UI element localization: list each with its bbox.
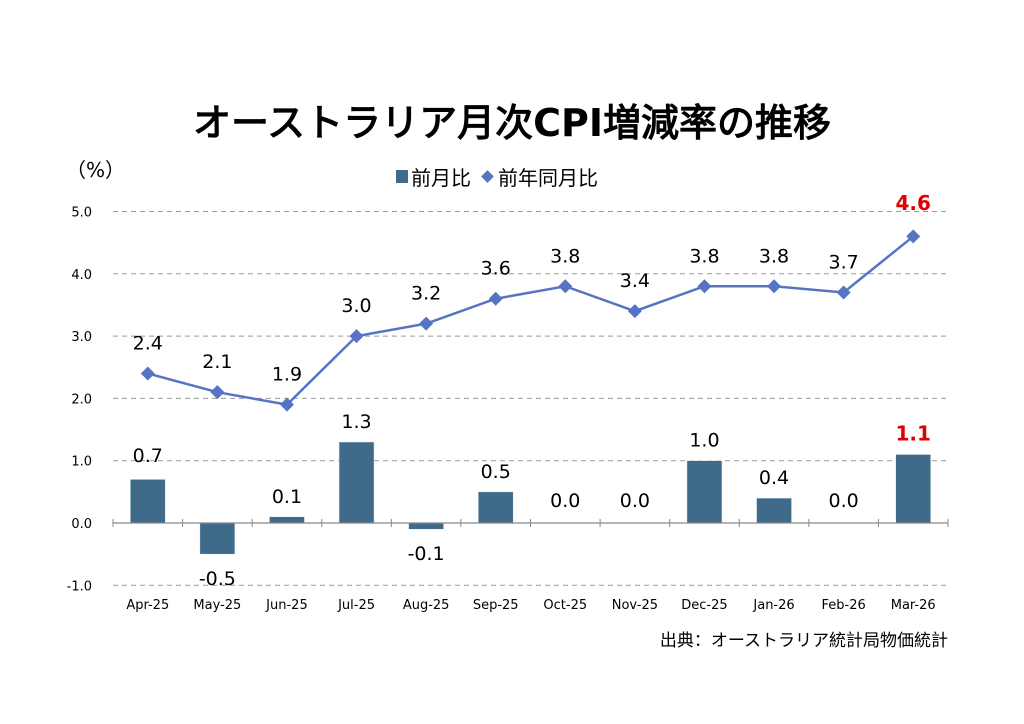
bar-data-label: 0.7	[133, 445, 163, 467]
yoy-marker	[767, 279, 782, 294]
x-tick-label: Sep-25	[473, 598, 519, 613]
yoy-marker	[836, 285, 851, 300]
x-tick-label: Nov-25	[612, 598, 658, 613]
yoy-line	[147, 235, 914, 406]
bar-data-label: 1.0	[689, 430, 719, 452]
yoy-marker	[697, 279, 712, 294]
line-data-label: 3.0	[341, 295, 371, 317]
line-data-label: 3.8	[550, 245, 580, 267]
line-data-label: 1.9	[272, 364, 302, 386]
bar-data-label: 1.1	[895, 421, 930, 445]
x-tick-label: Apr-25	[126, 598, 169, 613]
bar-data-label: 0.4	[759, 467, 789, 489]
bar	[477, 491, 514, 524]
bar-data-label: 0.0	[829, 490, 859, 512]
bar-data-label: 0.0	[550, 490, 580, 512]
yoy-marker	[140, 366, 155, 381]
x-tick-label: May-25	[193, 598, 241, 613]
bar	[686, 460, 723, 524]
yoy-marker	[210, 385, 225, 400]
x-tick-label: Aug-25	[403, 598, 450, 613]
yoy-marker	[558, 279, 573, 294]
bar-data-label: 0.1	[272, 486, 302, 508]
source-note: 出典：オーストラリア統計局物価統計	[659, 631, 948, 651]
y-tick-label: 1.0	[71, 455, 92, 470]
x-tick-label: Dec-25	[681, 598, 727, 613]
line-data-label: 3.8	[689, 245, 719, 267]
line-data-label: 3.6	[481, 258, 511, 280]
legend-label-mom: 前月比	[411, 166, 471, 190]
legend-label-yoy: 前年同月比	[498, 166, 598, 190]
y-tick-label: 2.0	[71, 392, 92, 407]
bar-data-label: -0.1	[408, 543, 445, 565]
x-tick-label: Feb-26	[822, 598, 866, 613]
bar	[338, 441, 375, 524]
bar	[756, 497, 792, 524]
yoy-marker	[488, 291, 503, 306]
yoy-marker	[906, 229, 921, 244]
bar	[895, 454, 931, 524]
y-tick-label: 3.0	[71, 330, 92, 345]
yoy-marker	[279, 397, 294, 412]
yoy-marker	[419, 316, 434, 331]
y-tick-label: 5.0	[71, 206, 92, 221]
line-data-label: 3.4	[620, 270, 650, 292]
bar-data-label: 0.0	[620, 490, 650, 512]
chart-title: オーストラリア月次CPI増減率の推移	[193, 101, 831, 145]
x-tick-label: Jun-25	[265, 598, 308, 613]
bar-data-label: 1.3	[341, 411, 371, 433]
x-tick-label: Jul-25	[337, 598, 375, 613]
x-tick-label: Oct-25	[543, 598, 587, 613]
yoy-marker	[627, 304, 642, 319]
x-tick-label: Jan-26	[752, 598, 794, 613]
bar	[269, 516, 305, 524]
bar	[408, 522, 444, 530]
bar	[130, 479, 166, 524]
yoy-marker	[349, 329, 364, 344]
line-data-label: 3.2	[411, 283, 441, 305]
line-data-label: 2.4	[133, 332, 163, 354]
bar-data-label: -0.5	[199, 568, 236, 590]
line-data-label: 4.6	[895, 191, 930, 215]
y-axis-unit-label: （%）	[66, 158, 126, 182]
line-data-label: 2.1	[202, 351, 232, 373]
y-tick-label: 0.0	[71, 517, 92, 532]
legend-bar-swatch-icon	[396, 170, 408, 183]
line-data-label: 3.8	[759, 245, 789, 267]
y-tick-label: -1.0	[67, 579, 92, 594]
bar	[199, 522, 236, 555]
x-tick-label: Mar-26	[891, 598, 936, 613]
line-data-label: 3.7	[829, 251, 859, 273]
legend: 前月比 前年同月比	[396, 162, 598, 191]
bar-data-label: 0.5	[481, 461, 511, 483]
y-tick-label: 4.0	[71, 268, 92, 283]
